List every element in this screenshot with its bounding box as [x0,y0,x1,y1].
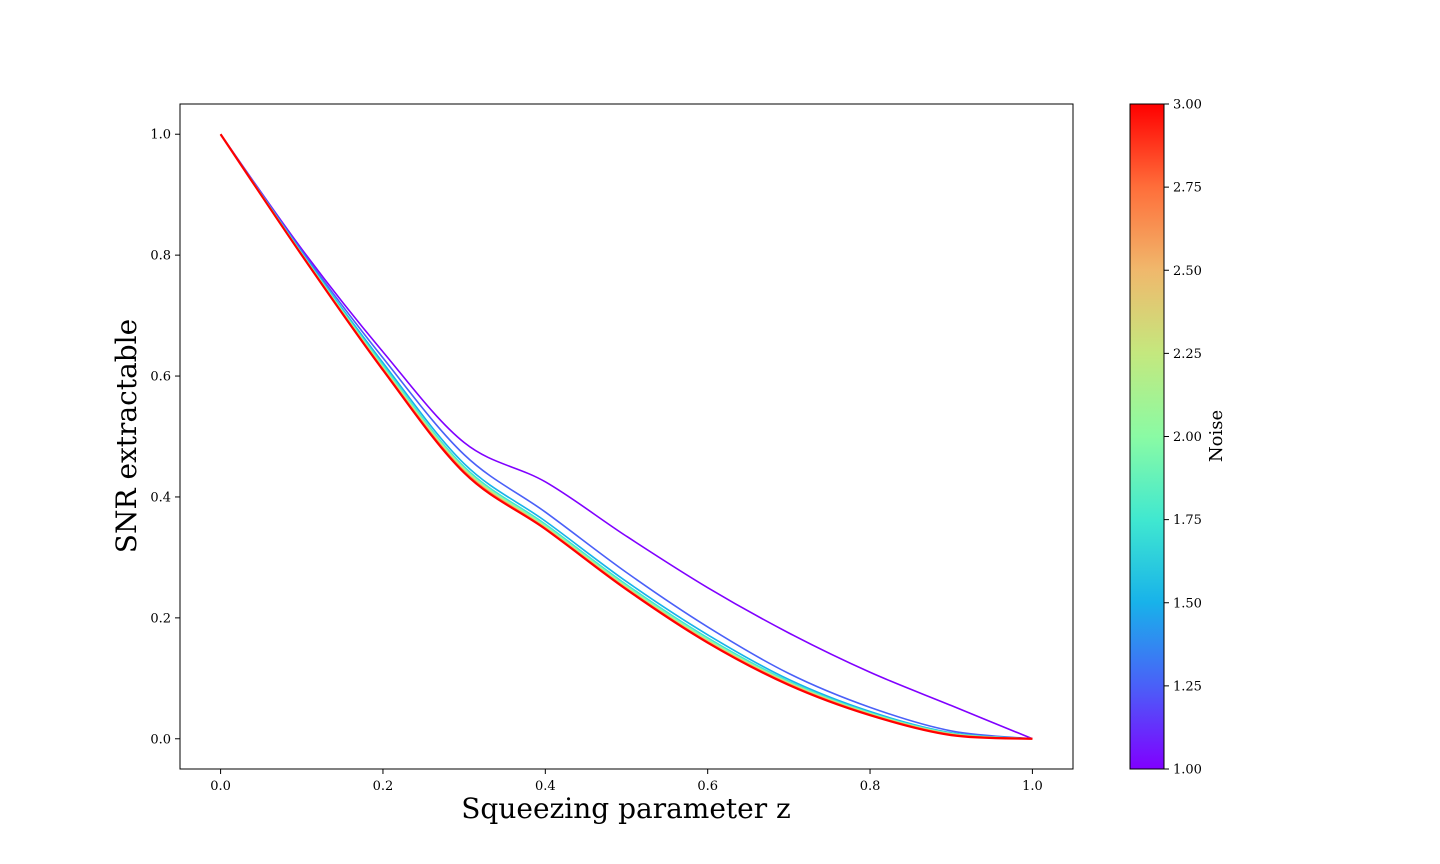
colorbar-tick-label: 1.75 [1173,513,1202,528]
plot-series [219,133,1033,740]
series-line-8 [219,133,1033,740]
colorbar [1129,103,1165,770]
colorbar-tick-label: 2.00 [1173,430,1202,445]
y-axis-ticks: 0.0 0.2 0.4 0.6 0.8 1.0 [150,128,180,747]
y-tick-label: 0.6 [150,370,171,385]
x-tick-label: 0.8 [860,779,881,794]
colorbar-ticks: 1.00 1.25 1.50 1.75 2.00 2.25 2.50 2.75 3.00 [1164,98,1202,778]
series-line-3 [219,133,1033,740]
colorbar-tick-label: 1.00 [1173,763,1202,778]
y-tick-label: 1.0 [150,128,171,143]
y-axis-title: SNR extractable [110,319,143,553]
y-tick-label: 0.0 [150,732,171,747]
colorbar-tick-label: 2.25 [1173,347,1202,362]
x-tick-label: 0.6 [697,779,718,794]
colorbar-tick-label: 2.75 [1173,181,1202,196]
y-tick-label: 0.8 [150,249,171,264]
series-line-6 [219,133,1033,740]
series-line-1 [219,133,1033,740]
x-tick-label: 0.0 [210,779,231,794]
series-line-0 [219,133,1033,740]
series-line-4 [219,133,1033,740]
x-tick-label: 0.4 [535,779,556,794]
x-tick-label: 1.0 [1022,779,1043,794]
colorbar-tick-label: 1.25 [1173,679,1202,694]
series-line-5 [219,133,1033,740]
x-axis-ticks: 0.0 0.2 0.4 0.6 0.8 1.0 [210,769,1043,794]
colorbar-tick-label: 2.50 [1173,264,1202,279]
series-line-7 [219,133,1033,740]
colorbar-tick-label: 3.00 [1173,98,1202,113]
x-tick-label: 0.2 [373,779,394,794]
x-axis-title: Squeezing parameter z [461,792,791,825]
colorbar-tick-label: 1.50 [1173,596,1202,611]
y-tick-label: 0.2 [150,611,171,626]
plot-frame [179,103,1074,770]
y-tick-label: 0.4 [150,490,171,505]
series-line-2 [219,133,1033,740]
colorbar-title: Noise [1206,410,1227,462]
